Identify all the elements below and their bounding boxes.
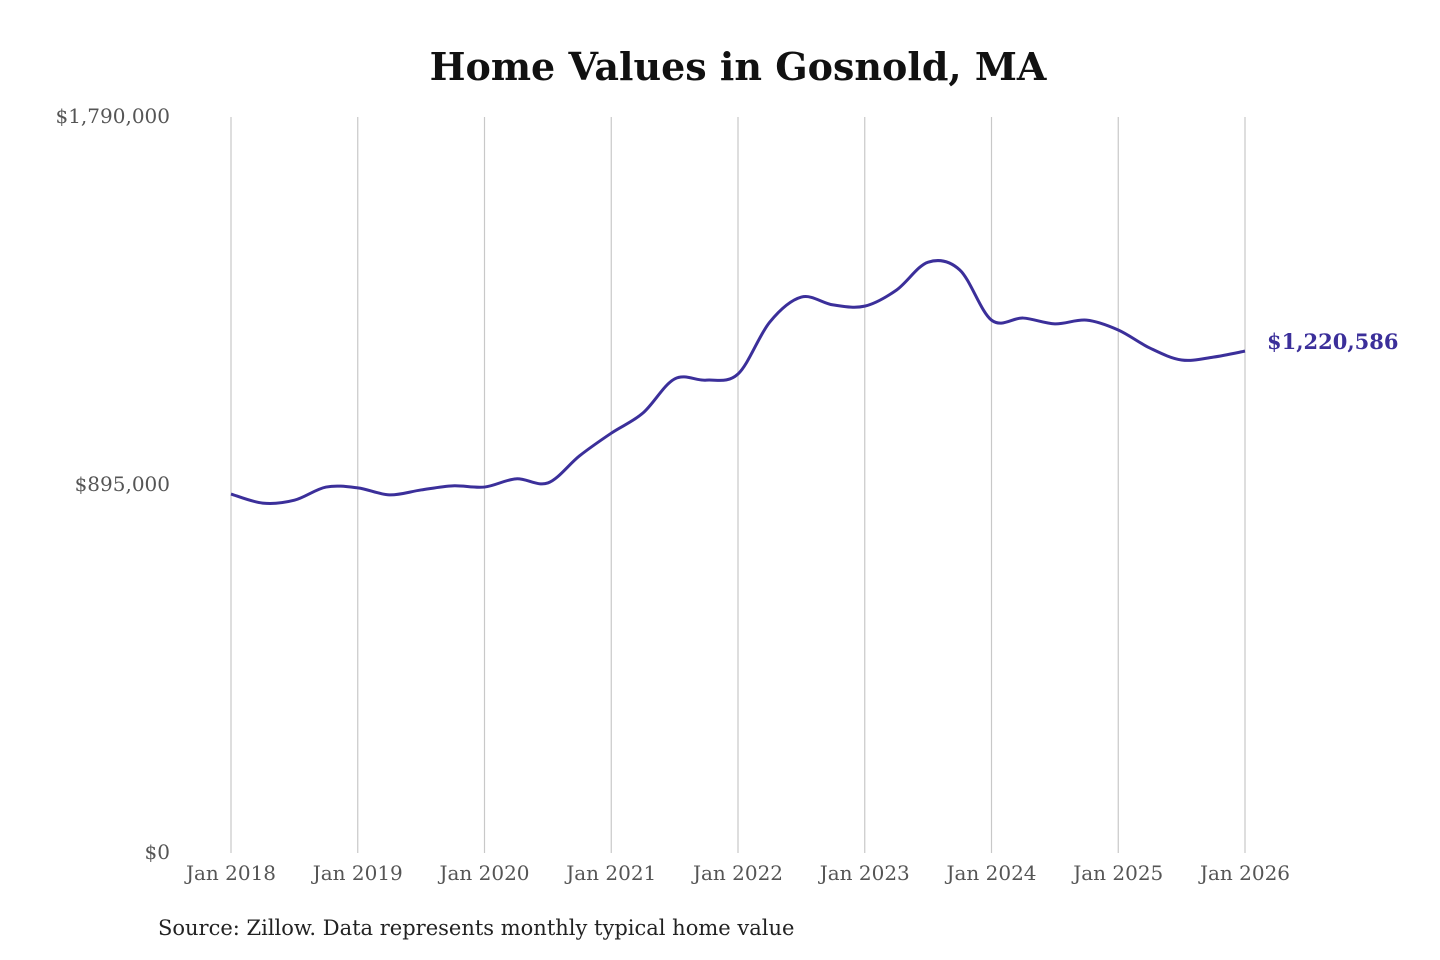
x-tick-label: Jan 2021 xyxy=(564,861,656,885)
x-tick-label: Jan 2024 xyxy=(944,861,1036,885)
y-tick-label: $1,790,000 xyxy=(55,104,170,128)
y-tick-label: $895,000 xyxy=(75,472,170,496)
source-note: Source: Zillow. Data represents monthly … xyxy=(158,916,795,940)
y-tick-label: $0 xyxy=(145,840,170,864)
home-value-line xyxy=(230,259,1246,505)
x-tick-label: Jan 2025 xyxy=(1071,861,1163,885)
x-tick-label: Jan 2022 xyxy=(691,861,783,885)
x-tick-label: Jan 2026 xyxy=(1198,861,1290,885)
x-tick-label: Jan 2020 xyxy=(437,861,529,885)
chart-title: Home Values in Gosnold, MA xyxy=(429,44,1047,89)
end-value-label: $1,220,586 xyxy=(1267,329,1399,354)
x-tick-label: Jan 2019 xyxy=(311,861,403,885)
x-tick-label: Jan 2023 xyxy=(818,861,910,885)
x-tick-label: Jan 2018 xyxy=(184,861,276,885)
